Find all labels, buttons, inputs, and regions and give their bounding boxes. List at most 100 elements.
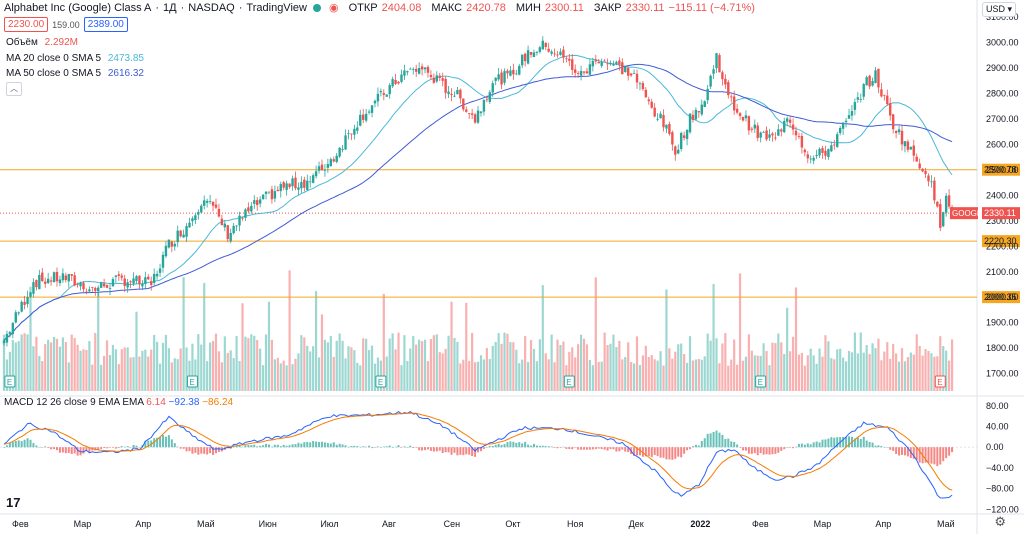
volume-bar <box>482 359 486 391</box>
candle <box>288 183 291 188</box>
candle <box>32 282 35 294</box>
macd-histogram-bar <box>11 441 14 448</box>
volume-bar <box>153 334 156 391</box>
volume-bar <box>847 350 851 391</box>
macd-histogram-bar <box>718 432 721 448</box>
volume-bar <box>730 359 733 391</box>
macd-histogram-bar <box>606 447 609 451</box>
volume-bar <box>594 277 597 391</box>
volume-bar <box>786 307 789 391</box>
ma20-legend[interactable]: MA 20 close 0 SMA 5 2473.85 <box>6 53 144 64</box>
candle <box>435 75 439 82</box>
gear-icon[interactable]: ⚙ <box>994 514 1006 529</box>
candle <box>200 205 203 213</box>
candle <box>653 107 656 117</box>
volume-bar <box>750 350 753 391</box>
volume-bar <box>889 358 892 391</box>
candle <box>597 61 600 64</box>
candle <box>506 70 509 74</box>
macd-histogram-bar <box>765 447 768 455</box>
low-label: МИН <box>515 1 541 14</box>
macd-histogram-bar <box>797 443 800 448</box>
candle <box>609 62 612 65</box>
ma50-legend[interactable]: MA 50 close 0 SMA 5 2616.32 <box>6 68 144 79</box>
candle <box>279 184 282 192</box>
volume-bar <box>259 348 262 391</box>
macd-histogram-bar <box>276 444 279 448</box>
candle <box>99 282 103 288</box>
volume-legend[interactable]: Объём 2.292M <box>6 37 78 48</box>
candle <box>665 124 668 129</box>
macd-histogram-bar <box>294 444 297 448</box>
hide-eye-icon[interactable]: ◉ <box>328 2 339 14</box>
candle <box>600 61 603 66</box>
macd-histogram-bar <box>644 447 647 457</box>
collapse-legend-icon[interactable]: ︿ <box>6 82 22 96</box>
candle <box>412 69 415 70</box>
macd-histogram-bar <box>161 435 164 448</box>
volume-bar <box>406 360 409 391</box>
macd-histogram-bar <box>783 447 786 450</box>
volume-bar <box>156 341 159 391</box>
volume-bar <box>859 332 862 391</box>
candle <box>258 199 262 204</box>
last-price-label: 2330.11 <box>984 208 1016 218</box>
volume-bar <box>420 341 424 391</box>
buy-button[interactable]: 2389.00 <box>83 17 128 32</box>
volume-bar <box>800 352 803 391</box>
volume-bar <box>491 345 494 391</box>
candle <box>585 71 589 74</box>
macd-histogram-bar <box>603 447 606 450</box>
macd-histogram-bar <box>509 441 512 448</box>
price-level-tag <box>982 163 1020 176</box>
symbol-title[interactable]: Alphabet Inc (Google) Class A <box>4 1 152 14</box>
volume-bar <box>317 357 321 391</box>
volume-bar <box>332 356 335 391</box>
macd-histogram-bar <box>108 447 111 448</box>
macd-histogram-bar <box>656 447 659 457</box>
macd-histogram-bar <box>226 447 229 449</box>
candle <box>97 287 100 292</box>
macd-histogram-bar <box>547 446 550 448</box>
volume-bar <box>347 346 350 391</box>
candle <box>91 287 94 288</box>
candle <box>220 218 224 226</box>
volume-bar <box>768 365 771 391</box>
volume-bar <box>650 354 653 391</box>
macd-histogram-bar <box>471 447 474 457</box>
macd-histogram-bar <box>951 447 954 453</box>
candle <box>479 111 483 114</box>
volume-bar <box>462 359 465 391</box>
volume-bar <box>220 362 223 391</box>
volume-bar <box>5 359 9 391</box>
macd-histogram-bar <box>618 447 621 452</box>
macd-histogram-bar <box>29 439 32 448</box>
volume-bar <box>624 357 627 391</box>
candle <box>241 217 244 219</box>
macd-histogram-bar <box>85 447 88 452</box>
volume-bar <box>111 344 115 391</box>
currency-select[interactable]: USD ▾ <box>981 2 1016 17</box>
volume-legend-value: 2.292M <box>44 37 79 48</box>
candle <box>682 135 686 138</box>
volume-bar <box>147 356 150 391</box>
earnings-marker-label: E <box>566 378 571 387</box>
interval-label[interactable]: 1Д <box>163 1 177 14</box>
macd-histogram-bar <box>106 447 109 449</box>
volume-bar <box>503 332 506 391</box>
macd-histogram-bar <box>500 444 503 448</box>
macd-histogram-bar <box>303 442 306 448</box>
sell-button[interactable]: 2230.00 <box>4 17 49 32</box>
macd-histogram-bar <box>279 446 282 448</box>
volume-bar <box>606 344 609 391</box>
volume-bar <box>47 339 50 391</box>
candle <box>79 282 82 287</box>
candle <box>235 225 238 227</box>
candle <box>350 133 353 135</box>
macd-legend[interactable]: MACD 12 26 close 9 EMA EMA 6.14 −92.38 −… <box>4 397 233 408</box>
volume-bar <box>150 349 153 391</box>
volume-bar <box>238 361 241 391</box>
macd-histogram-bar <box>948 447 951 456</box>
candle <box>559 51 562 55</box>
